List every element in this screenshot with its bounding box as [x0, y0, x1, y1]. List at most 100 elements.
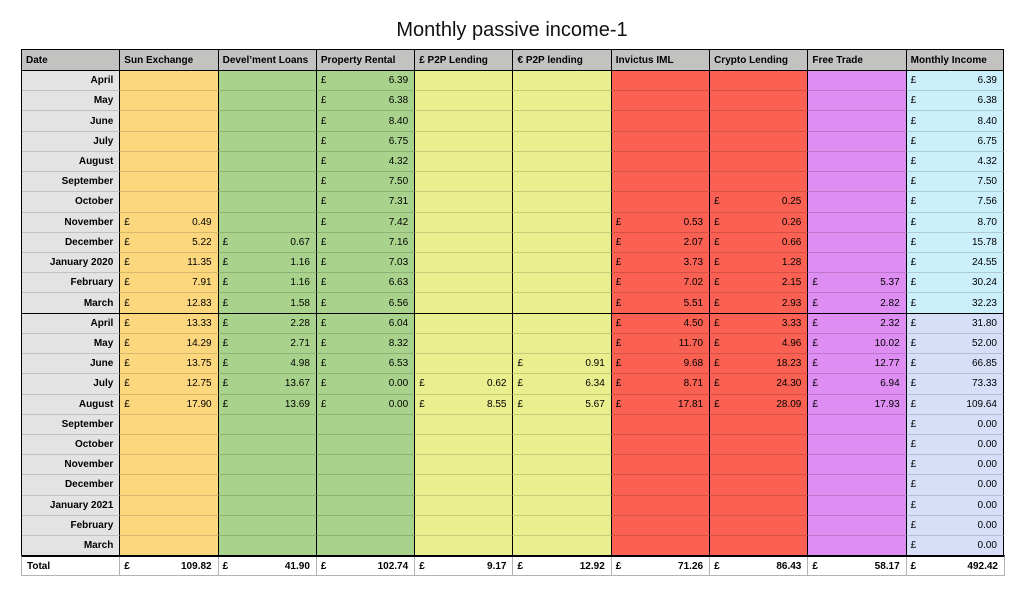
cell-date-june-3[interactable]: June: [22, 110, 121, 131]
cell-free-trade-row-9[interactable]: [808, 231, 907, 252]
cell-devel-ment-loans-row-24[interactable]: [218, 535, 317, 556]
cell-p2p-lending-row-18[interactable]: [415, 413, 514, 434]
cell-property-rental-row-23[interactable]: [316, 514, 416, 536]
cell-free-trade-row-13[interactable]: £2.32: [808, 312, 907, 333]
cell-date-february-23[interactable]: February: [22, 514, 121, 536]
cell-devel-ment-loans-row-2[interactable]: [218, 90, 317, 111]
cell-property-rental-row-13[interactable]: £6.04: [316, 312, 416, 333]
cell-invictus-iml-row-10[interactable]: £3.73: [611, 251, 711, 273]
cell-date-december-9[interactable]: December: [22, 231, 121, 252]
cell-p2p-lending-row-6[interactable]: [513, 171, 612, 192]
cell-sun-exchange-row-23[interactable]: [120, 514, 219, 536]
cell-property-rental-row-8[interactable]: £7.42: [316, 211, 416, 232]
cell-monthly-income-row-3[interactable]: £8.40: [906, 110, 1004, 131]
cell-p2p-lending-row-6[interactable]: [415, 171, 514, 192]
cell-invictus-iml-row-14[interactable]: £11.70: [611, 332, 711, 354]
cell-property-rental-row-19[interactable]: [316, 433, 416, 455]
cell-crypto-lending-row-7[interactable]: £0.25: [710, 191, 809, 212]
cell-p2p-lending-row-7[interactable]: [415, 191, 514, 212]
cell-p2p-lending-row-15[interactable]: [415, 353, 514, 374]
cell-monthly-income-row-18[interactable]: £0.00: [906, 413, 1004, 434]
cell-p2p-lending-row-11[interactable]: [513, 272, 612, 293]
column-header-sun-exchange[interactable]: Sun Exchange: [120, 50, 219, 70]
cell-p2p-lending-row-10[interactable]: [415, 251, 514, 273]
cell-invictus-iml-row-15[interactable]: £9.68: [611, 353, 711, 374]
cell-invictus-iml-row-9[interactable]: £2.07: [611, 231, 711, 252]
cell-crypto-lending-row-18[interactable]: [710, 413, 809, 434]
cell-date-november-8[interactable]: November: [22, 211, 121, 232]
cell-monthly-income-row-5[interactable]: £4.32: [906, 150, 1004, 172]
cell-p2p-lending-row-4[interactable]: [513, 130, 612, 151]
cell-date-may-2[interactable]: May: [22, 90, 121, 111]
cell-date-october-19[interactable]: October: [22, 433, 121, 455]
cell-devel-ment-loans-row-19[interactable]: [218, 433, 317, 455]
cell-invictus-iml-row-13[interactable]: £4.50: [611, 312, 711, 333]
cell-free-trade-row-10[interactable]: [808, 251, 907, 273]
cell-p2p-lending-row-22[interactable]: [513, 494, 612, 515]
cell-property-rental-row-1[interactable]: £6.39: [316, 70, 416, 91]
cell-sun-exchange-row-5[interactable]: [120, 150, 219, 172]
cell-date-january-2021-22[interactable]: January 2021: [22, 494, 121, 515]
cell-sun-exchange-row-4[interactable]: [120, 130, 219, 151]
cell-monthly-income-row-23[interactable]: £0.00: [906, 514, 1004, 536]
cell-invictus-iml-row-3[interactable]: [611, 110, 711, 131]
cell-invictus-iml-row-8[interactable]: £0.53: [611, 211, 711, 232]
cell-p2p-lending-row-5[interactable]: [415, 150, 514, 172]
cell-sun-exchange-row-11[interactable]: £7.91: [120, 272, 219, 293]
cell-invictus-iml-row-18[interactable]: [611, 413, 711, 434]
cell-date-july-4[interactable]: July: [22, 130, 121, 151]
cell-invictus-iml-row-4[interactable]: [611, 130, 711, 151]
cell-invictus-iml-row-20[interactable]: [611, 454, 711, 475]
cell-sun-exchange-row-16[interactable]: £12.75: [120, 373, 219, 394]
cell-crypto-lending-row-1[interactable]: [710, 70, 809, 91]
cell-property-rental-row-3[interactable]: £8.40: [316, 110, 416, 131]
total-p2p-lending[interactable]: £12.92: [513, 557, 612, 575]
cell-monthly-income-row-9[interactable]: £15.78: [906, 231, 1004, 252]
cell-invictus-iml-row-12[interactable]: £5.51: [611, 292, 711, 313]
cell-invictus-iml-row-2[interactable]: [611, 90, 711, 111]
cell-free-trade-row-6[interactable]: [808, 171, 907, 192]
column-header-p2p-lending[interactable]: £ P2P Lending: [415, 50, 514, 70]
cell-p2p-lending-row-14[interactable]: [513, 332, 612, 354]
cell-crypto-lending-row-17[interactable]: £28.09: [710, 393, 809, 414]
cell-devel-ment-loans-row-17[interactable]: £13.69: [218, 393, 317, 414]
cell-property-rental-row-12[interactable]: £6.56: [316, 292, 416, 313]
cell-property-rental-row-21[interactable]: [316, 474, 416, 495]
cell-p2p-lending-row-21[interactable]: [513, 474, 612, 495]
cell-p2p-lending-row-14[interactable]: [415, 332, 514, 354]
total-free-trade[interactable]: £58.17: [808, 557, 907, 575]
cell-p2p-lending-row-17[interactable]: £5.67: [513, 393, 612, 414]
cell-devel-ment-loans-row-9[interactable]: £0.67: [218, 231, 317, 252]
cell-property-rental-row-17[interactable]: £0.00: [316, 393, 416, 414]
cell-crypto-lending-row-11[interactable]: £2.15: [710, 272, 809, 293]
cell-monthly-income-row-8[interactable]: £8.70: [906, 211, 1004, 232]
cell-free-trade-row-7[interactable]: [808, 191, 907, 212]
cell-property-rental-row-10[interactable]: £7.03: [316, 251, 416, 273]
cell-p2p-lending-row-4[interactable]: [415, 130, 514, 151]
cell-date-december-21[interactable]: December: [22, 474, 121, 495]
cell-free-trade-row-3[interactable]: [808, 110, 907, 131]
cell-crypto-lending-row-4[interactable]: [710, 130, 809, 151]
cell-invictus-iml-row-11[interactable]: £7.02: [611, 272, 711, 293]
cell-devel-ment-loans-row-8[interactable]: [218, 211, 317, 232]
total-label[interactable]: Total: [22, 557, 121, 575]
cell-monthly-income-row-10[interactable]: £24.55: [906, 251, 1004, 273]
cell-free-trade-row-21[interactable]: [808, 474, 907, 495]
cell-p2p-lending-row-24[interactable]: [513, 535, 612, 556]
cell-free-trade-row-19[interactable]: [808, 433, 907, 455]
cell-sun-exchange-row-1[interactable]: [120, 70, 219, 91]
cell-property-rental-row-15[interactable]: £6.53: [316, 353, 416, 374]
cell-property-rental-row-5[interactable]: £4.32: [316, 150, 416, 172]
cell-property-rental-row-22[interactable]: [316, 494, 416, 515]
cell-property-rental-row-11[interactable]: £6.63: [316, 272, 416, 293]
cell-crypto-lending-row-12[interactable]: £2.93: [710, 292, 809, 313]
cell-free-trade-row-2[interactable]: [808, 90, 907, 111]
cell-monthly-income-row-16[interactable]: £73.33: [906, 373, 1004, 394]
cell-sun-exchange-row-13[interactable]: £13.33: [120, 312, 219, 333]
cell-monthly-income-row-21[interactable]: £0.00: [906, 474, 1004, 495]
cell-crypto-lending-row-6[interactable]: [710, 171, 809, 192]
cell-devel-ment-loans-row-11[interactable]: £1.16: [218, 272, 317, 293]
cell-invictus-iml-row-1[interactable]: [611, 70, 711, 91]
cell-monthly-income-row-13[interactable]: £31.80: [906, 312, 1004, 333]
cell-date-may-14[interactable]: May: [22, 332, 121, 354]
